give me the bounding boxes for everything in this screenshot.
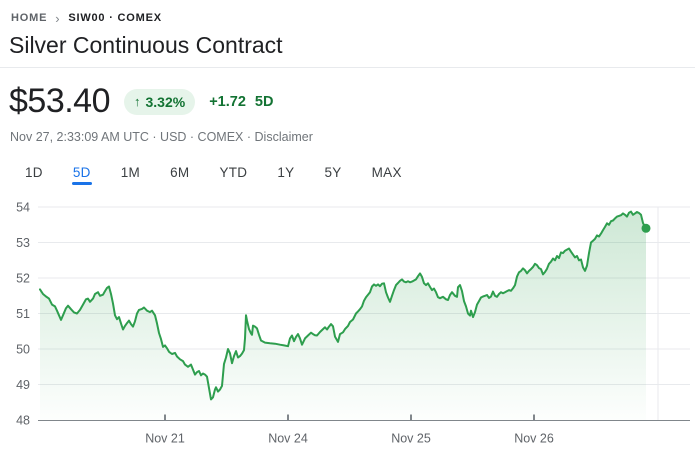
change-period: 5D: [254, 93, 274, 110]
up-arrow-icon: ↑: [134, 94, 141, 109]
page-title: Silver Continuous Contract: [9, 32, 283, 58]
chart-x-tick-label: Nov 25: [391, 432, 431, 446]
tab-max[interactable]: MAX: [357, 156, 417, 188]
chart-y-tick-label: 54: [16, 201, 30, 215]
change-percent-badge: ↑ 3.32%: [124, 88, 196, 115]
chart-x-tick-label: Nov 24: [268, 432, 308, 446]
chart-y-tick-label: 50: [16, 343, 30, 357]
change-percent: 3.32%: [145, 93, 186, 110]
current-price: $53.40: [9, 82, 111, 120]
quote-meta-line: Nov 27, 2:33:09 AM UTC · USD · COMEX · D…: [10, 130, 685, 144]
tab-1y[interactable]: 1Y: [262, 156, 309, 188]
chart-y-tick-label: 52: [16, 272, 30, 286]
quote-header: HOME › SIW00 · COMEX Silver Continuous C…: [0, 0, 695, 188]
tab-5y[interactable]: 5Y: [309, 156, 356, 188]
chart-y-tick-label: 48: [16, 414, 30, 428]
disclaimer-link[interactable]: Disclaimer: [254, 130, 313, 144]
price-row: $53.40 ↑ 3.32% +1.72 5D: [9, 82, 685, 121]
chart-y-tick-label: 53: [16, 236, 30, 250]
chart-x-tick-label: Nov 26: [514, 432, 554, 446]
chart-last-price-dot: [641, 223, 651, 233]
quote-timestamp: Nov 27, 2:33:09 AM UTC · USD · COMEX ·: [10, 130, 252, 144]
chart-y-tick-label: 51: [16, 307, 30, 321]
chevron-right-icon: ›: [55, 10, 61, 26]
breadcrumb: HOME › SIW00 · COMEX: [0, 0, 695, 26]
breadcrumb-symbol: SIW00 · COMEX: [68, 12, 162, 24]
change-absolute: +1.72 5D: [209, 94, 273, 110]
tab-5d[interactable]: 5D: [58, 156, 106, 188]
chart-y-tick-label: 49: [16, 378, 30, 392]
chart-price-line: [39, 210, 647, 401]
tab-ytd[interactable]: YTD: [204, 156, 262, 188]
tab-1d[interactable]: 1D: [10, 156, 58, 188]
tab-6m[interactable]: 6M: [155, 156, 204, 188]
change-value: +1.72: [209, 93, 246, 110]
chart-x-tick-label: Nov 21: [145, 432, 185, 446]
header-divider: [0, 67, 695, 68]
range-tabs: 1D 5D 1M 6M YTD 1Y 5Y MAX: [10, 156, 695, 188]
tab-1m[interactable]: 1M: [106, 156, 155, 188]
breadcrumb-home-link[interactable]: HOME: [11, 12, 48, 24]
